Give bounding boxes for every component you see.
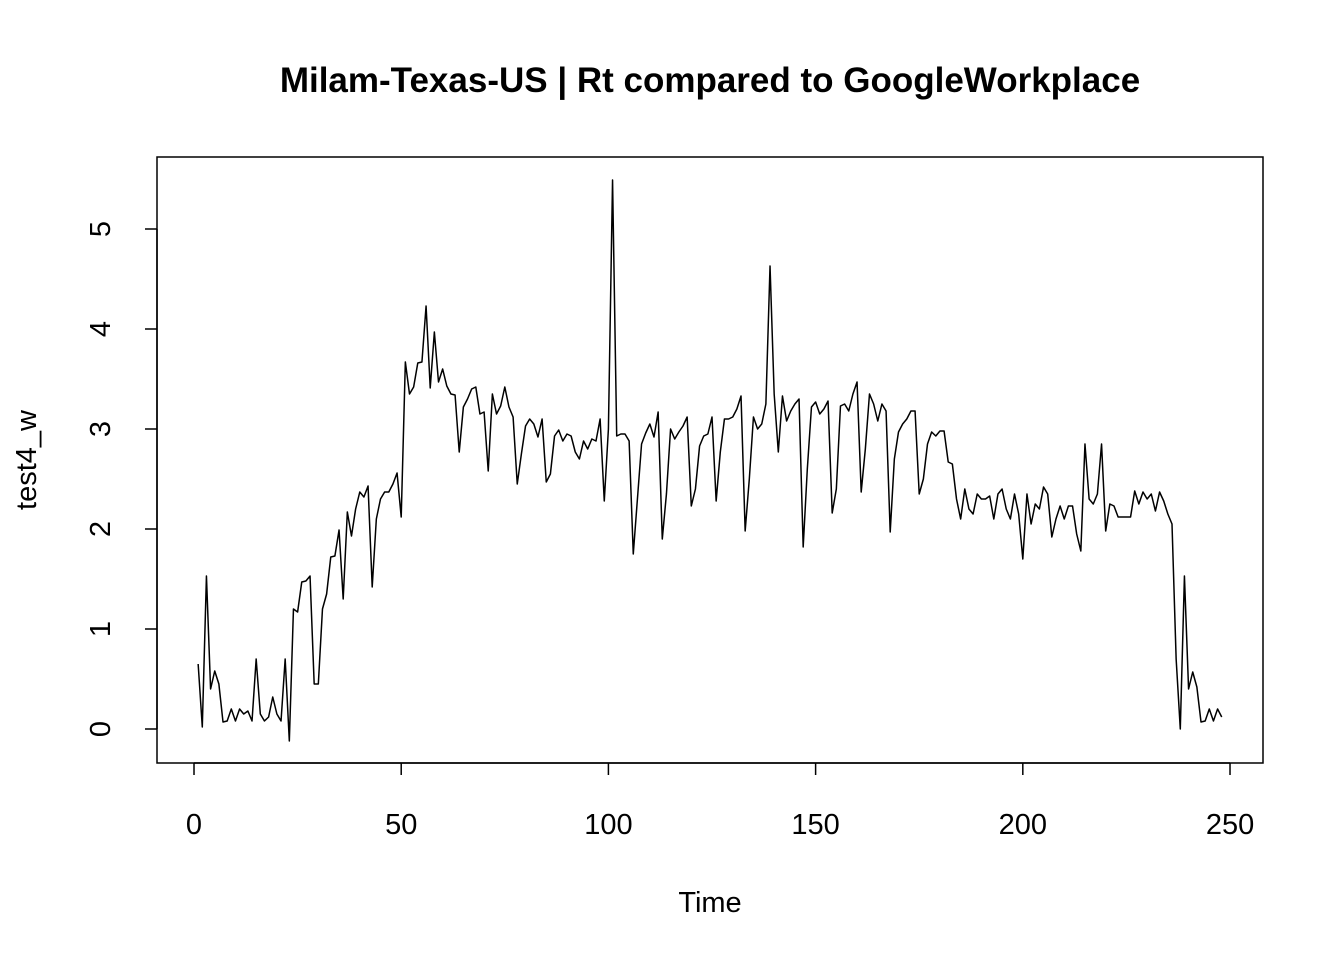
x-tick-label: 100 (584, 809, 632, 841)
y-tick-label: 0 (85, 721, 117, 737)
y-tick-label: 3 (85, 421, 117, 437)
x-tick-label: 150 (791, 809, 839, 841)
x-tick-label: 200 (999, 809, 1047, 841)
y-tick-label: 1 (85, 621, 117, 637)
x-tick-label: 0 (186, 809, 202, 841)
x-tick-label: 50 (385, 809, 417, 841)
y-tick-label: 4 (85, 321, 117, 337)
x-axis-label: Time (678, 887, 741, 919)
y-axis-label: test4_w (11, 409, 43, 510)
y-tick-label: 5 (85, 221, 117, 237)
x-tick-label: 250 (1206, 809, 1254, 841)
series-line (197, 179, 1223, 742)
chart-title: Milam-Texas-US | Rt compared to GoogleWo… (280, 61, 1140, 100)
y-tick-label: 2 (85, 521, 117, 537)
